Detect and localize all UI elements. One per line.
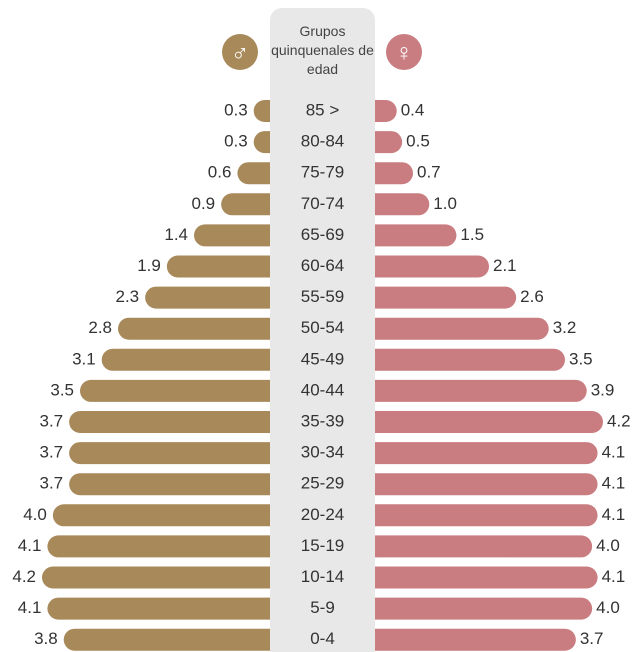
female-value-label: 3.9 [591, 380, 615, 399]
age-group-label: 5-9 [310, 598, 335, 617]
male-bar [80, 379, 290, 402]
male-value-label: 1.9 [137, 256, 161, 275]
column-header: Grupos quinquenales de edad [271, 23, 374, 77]
female-value-label: 0.5 [406, 132, 430, 151]
age-group-label: 55-59 [301, 287, 344, 306]
female-value-label: 1.0 [433, 194, 457, 213]
female-bar [355, 535, 593, 558]
age-group-label: 0-4 [310, 629, 335, 648]
male-value-label: 1.4 [164, 225, 188, 244]
male-value-label: 3.5 [50, 380, 74, 399]
male-bar [69, 473, 291, 496]
female-bar [355, 286, 517, 309]
male-value-label: 3.7 [40, 443, 64, 462]
female-bar [355, 597, 593, 620]
female-value-label: 4.2 [607, 411, 631, 430]
center-column [270, 8, 375, 652]
male-bar [166, 255, 290, 278]
legend-label: ♀ [395, 39, 413, 66]
male-bar [194, 224, 290, 247]
male-bar [69, 411, 291, 433]
female-bar [355, 504, 598, 527]
female-bar [355, 473, 598, 496]
age-group-label: 70-74 [301, 194, 344, 213]
female-value-label: 3.5 [569, 349, 593, 368]
legend-icon [386, 34, 422, 70]
age-group-label: 85 > [306, 100, 340, 119]
male-value-label: 3.1 [72, 349, 96, 368]
male-bar [47, 597, 290, 620]
age-group-label: 40-44 [301, 380, 344, 399]
male-value-label: 2.3 [116, 287, 140, 306]
female-value-label: 1.5 [460, 225, 484, 244]
female-value-label: 2.6 [520, 287, 544, 306]
age-group-label: 80-84 [301, 132, 344, 151]
female-value-label: 4.0 [596, 598, 620, 617]
female-value-label: 4.1 [602, 443, 626, 462]
female-value-label: 4.1 [602, 567, 626, 586]
male-bar [69, 442, 291, 465]
male-value-label: 4.2 [12, 567, 36, 586]
male-value-label: 4.1 [18, 536, 42, 555]
female-value-label: 0.4 [401, 100, 425, 119]
male-bar [42, 566, 290, 589]
age-group-label: 20-24 [301, 505, 344, 524]
male-value-label: 2.8 [88, 318, 112, 337]
female-value-label: 4.1 [602, 474, 626, 493]
male-bar [52, 504, 290, 527]
male-bar [118, 317, 290, 340]
female-bar [355, 255, 489, 278]
age-group-label: 15-19 [301, 536, 344, 555]
male-value-label: 3.7 [40, 474, 64, 493]
male-value-label: 4.0 [23, 505, 47, 524]
age-group-label: 45-49 [301, 349, 344, 368]
female-value-label: 3.7 [580, 629, 604, 648]
female-bar [355, 628, 576, 651]
age-group-label: 60-64 [301, 256, 344, 275]
legend-icon [222, 34, 258, 70]
male-bar [47, 535, 290, 558]
male-value-label: 3.7 [40, 411, 64, 430]
age-group-label: 75-79 [301, 163, 344, 182]
female-value-label: 3.2 [553, 318, 577, 337]
female-bar [355, 442, 598, 465]
age-group-label: 30-34 [301, 443, 344, 462]
age-group-label: 35-39 [301, 411, 344, 430]
male-value-label: 0.9 [192, 194, 216, 213]
male-bar [63, 628, 290, 651]
female-value-label: 2.1 [493, 256, 517, 275]
legend-label: ♂ [231, 39, 249, 66]
age-group-label: 25-29 [301, 474, 344, 493]
female-bar [355, 317, 549, 340]
age-group-label: 65-69 [301, 225, 344, 244]
male-value-label: 4.1 [18, 598, 42, 617]
female-value-label: 4.1 [602, 505, 626, 524]
female-bar [355, 379, 587, 402]
female-bar [355, 224, 457, 247]
age-group-label: 50-54 [301, 318, 344, 337]
female-value-label: 4.0 [596, 536, 620, 555]
male-value-label: 0.3 [224, 100, 248, 119]
female-value-label: 0.7 [417, 163, 441, 182]
male-value-label: 0.3 [224, 132, 248, 151]
male-value-label: 0.6 [208, 163, 232, 182]
female-bar [355, 566, 598, 589]
female-bar [355, 348, 565, 371]
age-group-label: 10-14 [301, 567, 344, 586]
female-bar [355, 411, 603, 433]
male-bar [145, 286, 290, 309]
male-bar [101, 348, 290, 371]
male-value-label: 3.8 [34, 629, 58, 648]
